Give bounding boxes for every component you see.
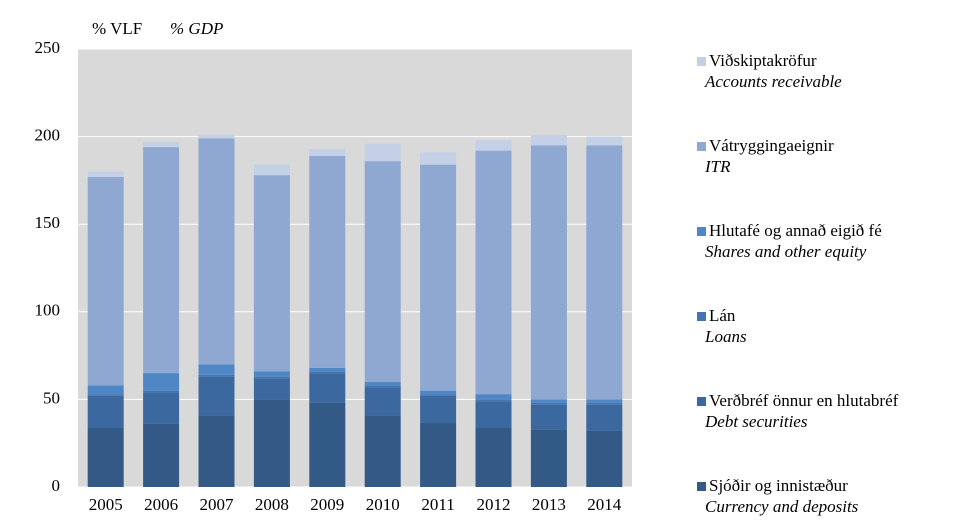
bar-segment xyxy=(198,374,235,377)
legend-label-en: Debt securities xyxy=(704,412,808,431)
legend-swatch xyxy=(697,482,706,491)
bar-segment xyxy=(586,145,623,400)
bar-segment xyxy=(475,427,512,487)
bar-segment xyxy=(87,385,124,395)
legend-swatch xyxy=(697,142,706,151)
y-axis-label: % VLF xyxy=(92,19,142,38)
x-tick-label: 2007 xyxy=(200,495,235,514)
bar-segment xyxy=(198,376,235,416)
bar-segment xyxy=(309,155,346,368)
bar-segment xyxy=(364,161,401,382)
legend-swatch xyxy=(697,57,706,66)
bar-segment xyxy=(253,399,290,487)
bar-segment xyxy=(364,415,401,487)
bar-segment xyxy=(420,164,457,391)
bar-segment xyxy=(309,373,346,403)
bar-segment xyxy=(87,171,124,177)
bar-segment xyxy=(143,147,180,374)
x-tick-label: 2008 xyxy=(255,495,289,514)
bar-segment xyxy=(530,429,567,487)
bar-segment xyxy=(586,136,623,146)
bar-segment xyxy=(530,145,567,400)
legend-label: Viðskiptakröfur xyxy=(709,51,817,70)
bar-segment xyxy=(87,395,124,428)
legend-label: Lán xyxy=(709,306,736,325)
y-axis-label-en: % GDP xyxy=(170,19,223,38)
bar-segment xyxy=(309,371,346,374)
bar-segment xyxy=(420,394,457,396)
x-tick-label: 2012 xyxy=(477,495,511,514)
bar-segment xyxy=(253,371,290,377)
bar-segment xyxy=(364,143,401,162)
bar-segment xyxy=(198,364,235,375)
bar-segment xyxy=(198,134,235,139)
bar-segment xyxy=(364,381,401,386)
legend-label-en: Accounts receivable xyxy=(704,72,842,91)
bar-segment xyxy=(586,399,623,403)
bar-segment xyxy=(586,402,623,405)
y-tick-label: 200 xyxy=(35,126,61,145)
bar-segment xyxy=(420,390,457,395)
y-tick-label: 250 xyxy=(35,38,61,57)
y-tick-label: 0 xyxy=(52,476,61,495)
legend-label-en: Currency and deposits xyxy=(705,497,859,516)
legend-swatch xyxy=(697,312,706,321)
bar-segment xyxy=(253,164,290,176)
bar-segment xyxy=(309,148,346,156)
x-tick-label: 2013 xyxy=(532,495,566,514)
x-tick-label: 2010 xyxy=(366,495,400,514)
bar-segment xyxy=(364,387,401,416)
legend-label-en: Loans xyxy=(704,327,747,346)
bar-segment xyxy=(530,402,567,405)
legend-label-en: ITR xyxy=(704,157,731,176)
bar-segment xyxy=(253,378,290,400)
bar-segment xyxy=(475,401,512,428)
x-tick-label: 2014 xyxy=(587,495,622,514)
x-tick-label: 2011 xyxy=(421,495,454,514)
bar-segment xyxy=(420,422,457,487)
legend-label: Vátryggingaeignir xyxy=(709,136,834,155)
bar-segment xyxy=(143,373,180,391)
bar-segment xyxy=(475,399,512,402)
bar-segment xyxy=(530,134,567,146)
bar-segment xyxy=(143,392,180,424)
legend-swatch xyxy=(697,397,706,406)
bar-segment xyxy=(253,175,290,372)
bar-segment xyxy=(143,141,180,148)
x-tick-label: 2009 xyxy=(310,495,344,514)
bar-segment xyxy=(420,395,457,423)
x-tick-label: 2006 xyxy=(144,495,178,514)
bar-segment xyxy=(530,399,567,403)
bar-segment xyxy=(420,152,457,165)
legend-label-en: Shares and other equity xyxy=(705,242,867,261)
bar-segment xyxy=(586,430,623,487)
bar-segment xyxy=(87,394,124,396)
bar-segment xyxy=(143,423,180,487)
bar-segment xyxy=(475,140,512,151)
bar-segment xyxy=(309,402,346,487)
legend-swatch xyxy=(697,227,706,236)
y-tick-label: 50 xyxy=(43,388,60,407)
y-tick-label: 100 xyxy=(35,301,61,320)
x-tick-label: 2005 xyxy=(89,495,123,514)
bar-segment xyxy=(198,415,235,487)
bar-segment xyxy=(475,150,512,395)
bar-segment xyxy=(309,367,346,372)
bar-segment xyxy=(87,427,124,487)
y-tick-label: 150 xyxy=(35,213,61,232)
bar-segment xyxy=(530,404,567,430)
bar-segment xyxy=(198,138,235,365)
legend-label: Verðbréf önnur en hlutabréf xyxy=(709,391,899,410)
legend-label: Sjóðir og innistæður xyxy=(709,476,848,495)
bar-segment xyxy=(586,404,623,431)
legend-label: Hlutafé og annað eigið fé xyxy=(709,221,882,240)
bar-segment xyxy=(475,394,512,400)
bar-segment xyxy=(143,390,180,393)
bar-segment xyxy=(87,176,124,386)
bar-segment xyxy=(364,385,401,388)
bar-segment xyxy=(253,376,290,379)
